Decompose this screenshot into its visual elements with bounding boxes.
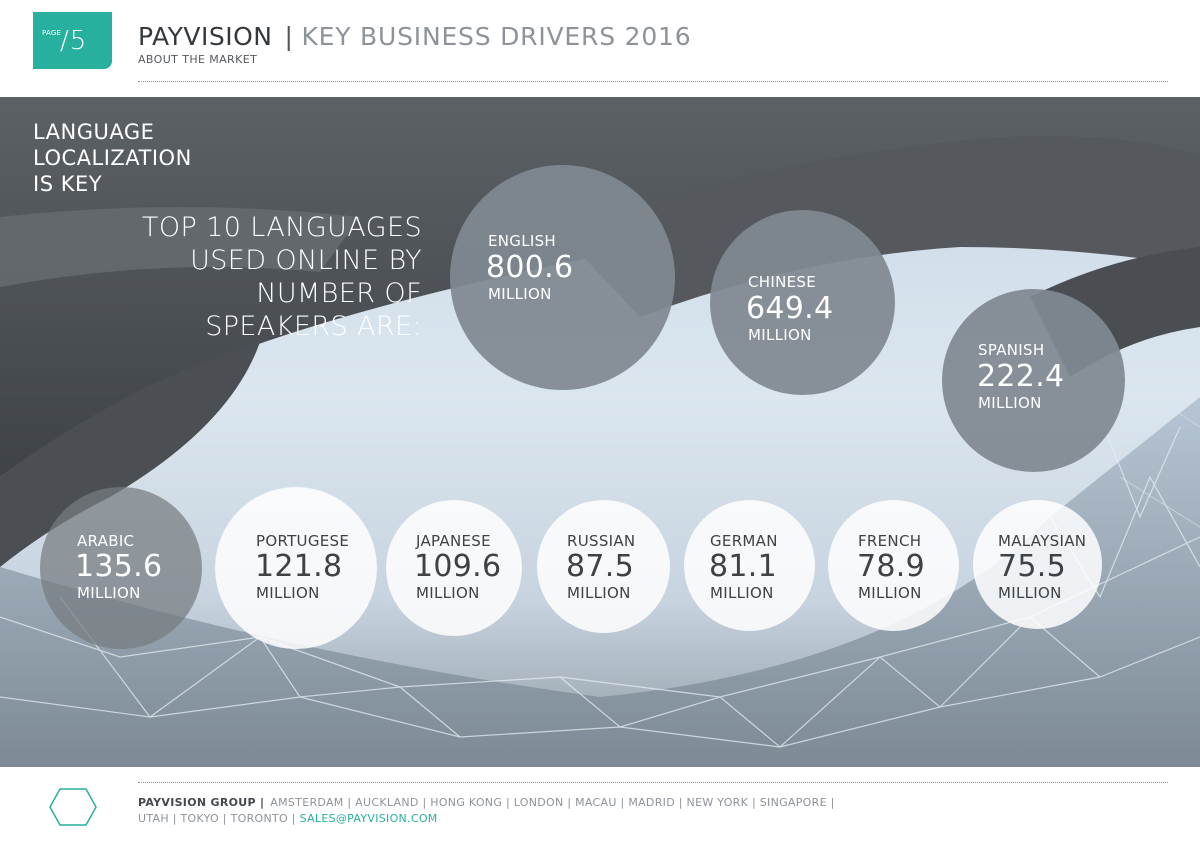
language-name: CHINESE	[748, 273, 816, 291]
intro-line: LOCALIZATION	[33, 146, 192, 170]
language-name: ARABIC	[77, 532, 135, 550]
section-subtitle: ABOUT THE MARKET	[138, 53, 258, 66]
sales-email-link[interactable]: SALES@PAYVISION.COM	[299, 812, 438, 825]
language-value: 109.6	[414, 549, 502, 584]
lead-line: USED ONLINE BY	[190, 245, 422, 276]
lead-heading: TOP 10 LANGUAGES USED ONLINE BY NUMBER O…	[140, 211, 422, 343]
language-unit: MILLION	[998, 584, 1062, 602]
language-bubble-portugese: PORTUGESE 121.8 MILLION	[215, 487, 377, 649]
language-value: 800.6	[486, 250, 574, 285]
page-number-badge: PAGE /5	[33, 12, 112, 69]
language-name: FRENCH	[858, 532, 922, 550]
language-bubble-russian: RUSSIAN 87.5 MILLION	[537, 500, 670, 633]
language-value: 75.5	[998, 549, 1066, 584]
report-title: KEY BUSINESS DRIVERS 2016	[301, 22, 692, 51]
company-group: PAYVISION GROUP |	[138, 796, 265, 809]
language-value: 135.6	[75, 549, 163, 584]
language-name: MALAYSIAN	[998, 532, 1087, 550]
language-unit: MILLION	[978, 394, 1042, 412]
language-name: ENGLISH	[488, 232, 557, 250]
language-unit: MILLION	[748, 326, 812, 344]
language-bubble-french: FRENCH 78.9 MILLION	[828, 500, 959, 631]
language-unit: MILLION	[567, 584, 631, 602]
language-bubble-arabic: ARABIC 135.6 MILLION	[40, 487, 202, 649]
language-value: 81.1	[709, 549, 777, 584]
page-title: PAYVISION | KEY BUSINESS DRIVERS 2016	[138, 22, 691, 51]
intro-line: IS KEY	[33, 172, 103, 196]
language-bubble-chinese: CHINESE 649.4 MILLION	[710, 210, 895, 395]
language-value: 78.9	[857, 549, 925, 584]
intro-heading: LANGUAGE LOCALIZATION IS KEY	[33, 119, 192, 197]
lead-line: SPEAKERS ARE:	[205, 311, 422, 342]
language-name: GERMAN	[710, 532, 778, 550]
language-value: 87.5	[566, 549, 634, 584]
hero-section: LANGUAGE LOCALIZATION IS KEY TOP 10 LANG…	[0, 97, 1200, 767]
language-bubble-japanese: JAPANESE 109.6 MILLION	[386, 500, 522, 636]
intro-line: LANGUAGE	[33, 120, 155, 144]
language-name: JAPANESE	[416, 532, 491, 550]
lead-line: TOP 10 LANGUAGES	[141, 212, 422, 243]
office-list: AMSTERDAM | AUCKLAND | HONG KONG | LONDO…	[270, 796, 835, 809]
header-divider	[138, 81, 1168, 82]
language-name: PORTUGESE	[256, 532, 350, 550]
language-bubble-malaysian: MALAYSIAN 75.5 MILLION	[973, 500, 1102, 629]
hexagon-icon	[49, 788, 97, 826]
language-name: SPANISH	[978, 341, 1045, 359]
language-unit: MILLION	[256, 584, 320, 602]
language-unit: MILLION	[416, 584, 480, 602]
footer-offices: PAYVISION GROUP | AMSTERDAM | AUCKLAND | …	[138, 795, 835, 827]
title-separator: |	[284, 22, 294, 51]
language-value: 649.4	[746, 291, 834, 326]
language-bubble-german: GERMAN 81.1 MILLION	[684, 500, 815, 631]
footer-divider	[138, 782, 1168, 783]
language-bubble-spanish: SPANISH 222.4 MILLION	[942, 289, 1125, 472]
office-list-cont: UTAH | TOKYO | TORONTO |	[138, 812, 296, 825]
page-number: /5	[60, 26, 88, 56]
language-unit: MILLION	[77, 584, 141, 602]
language-unit: MILLION	[488, 285, 552, 303]
language-value: 222.4	[977, 359, 1065, 394]
language-name: RUSSIAN	[567, 532, 636, 550]
language-bubble-english: ENGLISH 800.6 MILLION	[450, 165, 675, 390]
lead-line: NUMBER OF	[256, 278, 422, 309]
language-value: 121.8	[255, 549, 343, 584]
language-unit: MILLION	[710, 584, 774, 602]
page-label: PAGE	[42, 29, 62, 37]
language-unit: MILLION	[858, 584, 922, 602]
brand-name: PAYVISION	[138, 22, 273, 51]
